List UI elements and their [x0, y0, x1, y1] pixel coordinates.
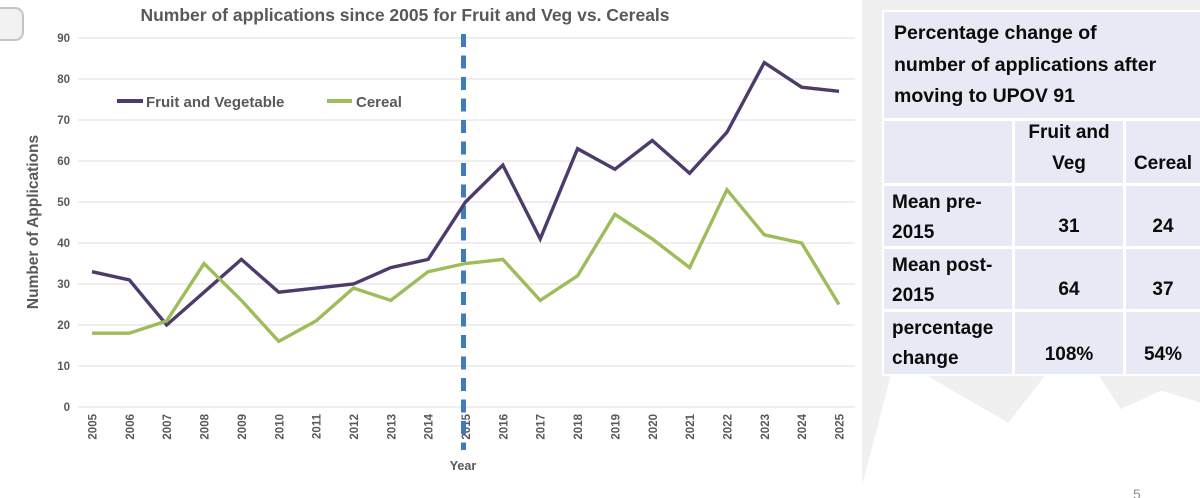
x-tick-label: 2006: [125, 414, 137, 440]
x-tick-label: 2012: [349, 414, 361, 440]
row-label-percentage-change: percentage change: [884, 312, 1012, 374]
chart-canvas: Number of applications since 2005 for Fr…: [25, 5, 855, 473]
y-tick-label: 40: [57, 238, 70, 250]
x-tick-label: 2009: [237, 414, 249, 440]
legend-label-fruit-veg: Fruit and Vegetable: [146, 94, 284, 111]
table-title: Percentage change of number of applicati…: [884, 12, 1200, 118]
column-header-fruit-veg: Fruit and Veg: [1015, 121, 1123, 183]
value-percentage-change-cereal: 54%: [1126, 312, 1200, 374]
x-tick-label: 2016: [498, 414, 510, 440]
series-line-fruit-and-vegetable: [91, 60, 840, 328]
applications-line-chart: Number of applications since 2005 for Fr…: [25, 5, 855, 473]
y-tick-label: 30: [57, 279, 70, 291]
table-title-line: Percentage change of: [894, 22, 1097, 44]
value-mean-pre-2015-fruit-veg: 31: [1015, 186, 1123, 246]
background-wave-decoration: [862, 343, 1200, 498]
x-tick-label: 2010: [274, 414, 286, 440]
chart-plot: 0 10 20 30 40 50 60 70 80 90 2005 2006 2007 2008 2009 2…: [57, 33, 855, 450]
summary-table: Percentage change of number of applicati…: [882, 10, 1200, 376]
x-tick-label: 2005: [88, 413, 100, 439]
value-mean-post-2015-cereal: 37: [1126, 249, 1200, 309]
x-tick-label: 2014: [424, 413, 436, 439]
x-axis-title: Year: [450, 459, 477, 473]
value-mean-pre-2015-cereal: 24: [1126, 186, 1200, 246]
x-tick-label: 2020: [648, 414, 660, 440]
series-line-cereal: [92, 186, 841, 344]
table-grid: Fruit and Veg Cereal Mean pre-2015 31 24…: [884, 121, 1200, 374]
x-tick-label: 2013: [386, 414, 398, 440]
table-title-line: number of applications after: [894, 53, 1157, 76]
chart-title: Number of applications since 2005 for Fr…: [140, 5, 669, 25]
row-label-mean-post-2015: Mean post-2015: [884, 249, 1012, 309]
x-tick-label: 2019: [610, 414, 622, 440]
x-tick-label: 2023: [760, 414, 772, 440]
y-tick-label: 60: [57, 156, 70, 168]
row-label-mean-pre-2015: Mean pre-2015: [884, 186, 1012, 246]
x-tick-label: 2024: [797, 413, 809, 439]
x-tick-label: 2018: [573, 413, 585, 439]
table-corner-cell: [884, 121, 1012, 183]
value-percentage-change-fruit-veg: 108%: [1015, 312, 1123, 374]
y-tick-label: 10: [57, 361, 70, 373]
page-number: 5: [1133, 486, 1141, 498]
partial-toolbar-button[interactable]: [0, 7, 24, 41]
y-tick-label: 80: [57, 74, 70, 86]
y-tick-label: 90: [57, 33, 70, 45]
x-tick-label: 2022: [722, 414, 734, 440]
x-tick-label: 2008: [200, 413, 212, 439]
x-tick-label: 2021: [685, 413, 697, 439]
y-tick-label: 0: [64, 402, 70, 414]
y-axis-title: Number of Applications: [25, 135, 42, 309]
y-tick-label: 50: [57, 197, 70, 209]
table-title-line: moving to UPOV 91: [894, 85, 1075, 108]
x-tick-label: 2007: [162, 414, 174, 440]
chart-legend: Fruit and Vegetable Cereal: [117, 94, 402, 111]
y-tick-label: 20: [57, 320, 70, 332]
value-mean-post-2015-fruit-veg: 64: [1015, 249, 1123, 309]
right-panel: Percentage change of number of applicati…: [862, 0, 1200, 498]
column-header-cereal: Cereal: [1126, 121, 1200, 183]
y-tick-label: 70: [57, 115, 70, 127]
x-tick-label: 2017: [536, 414, 548, 440]
x-tick-label: 2025: [835, 413, 847, 439]
x-tick-label: 2011: [312, 413, 324, 439]
legend-label-cereal: Cereal: [356, 94, 402, 111]
